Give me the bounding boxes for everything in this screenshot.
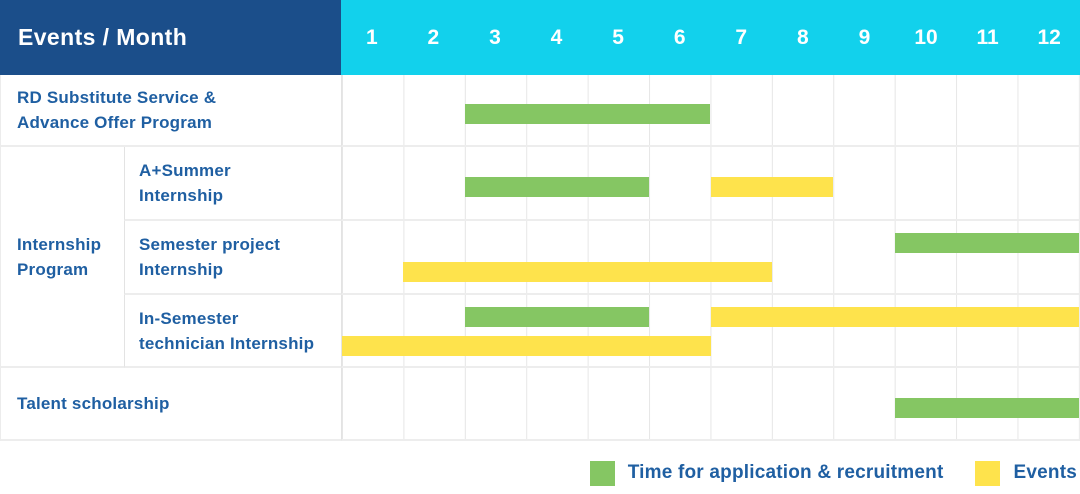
- row-label: Talent scholarship: [17, 394, 170, 413]
- row-label: RD Substitute Service & Advance Offer Pr…: [17, 88, 217, 132]
- month-label: 2: [427, 25, 440, 49]
- row-label-cell: Semester project Internship: [124, 221, 341, 295]
- legend-label: Time for application & recruitment: [627, 462, 944, 483]
- month-label: 10: [914, 25, 938, 49]
- legend-swatch-event: [975, 460, 1001, 486]
- month-label: 5: [612, 25, 624, 49]
- row-label: In-Semester technician Internship: [139, 308, 315, 353]
- gantt-row-2: A+Summer Internship: [1, 147, 1079, 221]
- gantt-rows: RD Substitute Service & Advance Offer Pr…: [1, 75, 1079, 441]
- gantt-bar-event: [710, 307, 1079, 327]
- header-month-row: 1 2 3 4 5 6 7 8 9 10 11 12: [341, 0, 1080, 75]
- gantt-row-3: Semester project Internship: [1, 221, 1079, 295]
- legend-item-event: Events: [975, 460, 1077, 486]
- gantt-bar-recruitment: [464, 177, 650, 197]
- row-label-cell: Talent scholarship: [1, 368, 341, 441]
- month-label: 12: [1037, 25, 1061, 49]
- gantt-bar-event: [403, 262, 772, 282]
- gantt-bar-event: [342, 336, 711, 356]
- row-label-cell: RD Substitute Service & Advance Offer Pr…: [1, 75, 341, 147]
- legend: Time for application & recruitment Events: [0, 458, 1077, 488]
- month-label: 6: [673, 25, 686, 49]
- month-label: 11: [976, 25, 999, 49]
- month-label: 7: [735, 25, 748, 49]
- row-chart-area: [341, 221, 1079, 295]
- month-label: 9: [858, 25, 871, 49]
- gantt-bar-recruitment: [464, 307, 650, 327]
- group-label: Internship Program: [17, 234, 102, 279]
- gantt-row-5: Talent scholarship: [1, 368, 1079, 441]
- month-label: 1: [365, 25, 378, 49]
- row-chart-area: [341, 295, 1079, 368]
- legend-swatch-recruitment: [589, 460, 615, 486]
- gantt-bar-recruitment: [464, 104, 711, 124]
- month-label: 4: [550, 25, 563, 49]
- month-label: 8: [796, 25, 809, 49]
- group-label-cell: Internship Program: [1, 147, 124, 368]
- gantt-bar-event: [710, 177, 834, 197]
- row-chart-area: [341, 75, 1079, 147]
- gantt-table: Events / Month 1 2 3 4 5 6 7 8 9 10 11 12 RD Substi…: [0, 0, 1080, 441]
- gantt-row-1: RD Substitute Service & Advance Offer Pr…: [1, 75, 1079, 147]
- legend-label: Events: [1013, 462, 1077, 483]
- gantt-bar-recruitment: [894, 233, 1079, 253]
- row-label: A+Summer Internship: [139, 161, 231, 205]
- legend-item-recruitment: Time for application & recruitment: [589, 460, 944, 486]
- row-chart-area: [341, 147, 1079, 221]
- row-label-cell: In-Semester technician Internship: [124, 295, 341, 368]
- month-label: 3: [489, 25, 501, 49]
- gantt-bar-recruitment: [894, 398, 1079, 418]
- row-label-cell: A+Summer Internship: [124, 147, 341, 221]
- header-title: Events / Month: [18, 24, 188, 50]
- row-chart-area: [341, 368, 1079, 441]
- header-events-month-cell: Events / Month: [0, 0, 341, 75]
- row-label: Semester project Internship: [139, 235, 281, 279]
- gantt-row-4: In-Semester technician Internship: [1, 295, 1079, 368]
